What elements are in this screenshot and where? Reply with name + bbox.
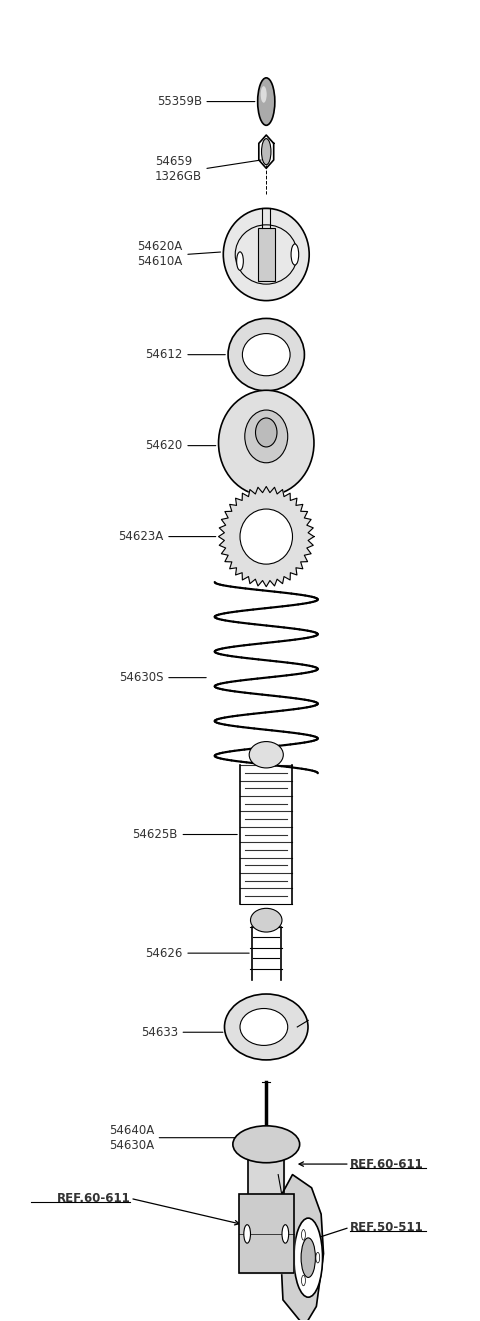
Text: 54620: 54620	[145, 439, 183, 452]
Ellipse shape	[251, 909, 282, 933]
Text: REF.60-611: REF.60-611	[57, 1192, 130, 1205]
Text: REF.50-511: REF.50-511	[350, 1221, 423, 1234]
Ellipse shape	[255, 417, 277, 446]
Ellipse shape	[228, 318, 304, 391]
Circle shape	[301, 1230, 305, 1240]
Ellipse shape	[233, 1125, 300, 1162]
Ellipse shape	[242, 334, 290, 375]
Text: 54625B: 54625B	[132, 828, 178, 841]
Bar	[258, 229, 275, 281]
Ellipse shape	[249, 741, 283, 768]
Circle shape	[291, 244, 299, 266]
Ellipse shape	[245, 410, 288, 462]
Polygon shape	[218, 486, 314, 587]
Text: 54633: 54633	[141, 1025, 178, 1038]
Circle shape	[301, 1275, 305, 1285]
Circle shape	[294, 1218, 323, 1297]
Circle shape	[262, 139, 271, 165]
Text: 54659
1326GB: 54659 1326GB	[155, 155, 202, 182]
Ellipse shape	[218, 390, 314, 495]
Circle shape	[282, 1225, 288, 1243]
Text: 54630S: 54630S	[119, 671, 164, 684]
Text: 54620A
54610A: 54620A 54610A	[137, 240, 183, 268]
Ellipse shape	[240, 1008, 288, 1045]
Circle shape	[237, 252, 243, 271]
Polygon shape	[239, 1194, 294, 1273]
Text: 54612: 54612	[145, 349, 183, 361]
Text: 55359B: 55359B	[156, 95, 202, 108]
Ellipse shape	[223, 209, 309, 301]
Bar	[239, 1194, 294, 1273]
Text: 54640A
54630A: 54640A 54630A	[109, 1124, 154, 1152]
Polygon shape	[278, 1174, 324, 1321]
Ellipse shape	[240, 509, 292, 564]
Circle shape	[244, 1225, 251, 1243]
Circle shape	[316, 1252, 320, 1263]
Text: REF.60-611: REF.60-611	[350, 1157, 423, 1170]
Ellipse shape	[225, 993, 308, 1059]
Text: 54623A: 54623A	[119, 530, 164, 543]
Circle shape	[301, 1238, 315, 1277]
Text: 54626: 54626	[145, 947, 183, 959]
Circle shape	[261, 86, 267, 103]
Circle shape	[258, 78, 275, 125]
